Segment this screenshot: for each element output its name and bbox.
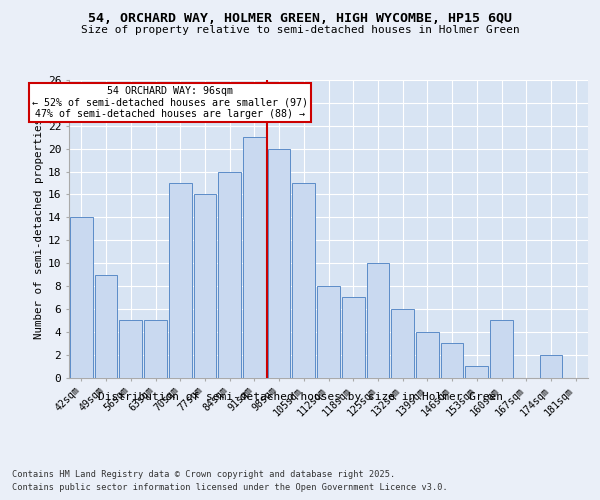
- Bar: [539, 354, 562, 378]
- Bar: [119, 320, 142, 378]
- Bar: [416, 332, 439, 378]
- Bar: [169, 183, 191, 378]
- Bar: [342, 298, 365, 378]
- Bar: [367, 263, 389, 378]
- Text: 54, ORCHARD WAY, HOLMER GREEN, HIGH WYCOMBE, HP15 6QU: 54, ORCHARD WAY, HOLMER GREEN, HIGH WYCO…: [88, 12, 512, 26]
- Bar: [466, 366, 488, 378]
- Text: Contains public sector information licensed under the Open Government Licence v3: Contains public sector information licen…: [12, 482, 448, 492]
- Bar: [317, 286, 340, 378]
- Bar: [268, 148, 290, 378]
- Bar: [490, 320, 513, 378]
- Bar: [441, 343, 463, 378]
- Bar: [243, 137, 266, 378]
- Text: Size of property relative to semi-detached houses in Holmer Green: Size of property relative to semi-detach…: [80, 25, 520, 35]
- Text: Contains HM Land Registry data © Crown copyright and database right 2025.: Contains HM Land Registry data © Crown c…: [12, 470, 395, 479]
- Bar: [218, 172, 241, 378]
- Text: 54 ORCHARD WAY: 96sqm
← 52% of semi-detached houses are smaller (97)
47% of semi: 54 ORCHARD WAY: 96sqm ← 52% of semi-deta…: [32, 86, 308, 119]
- Bar: [194, 194, 216, 378]
- Text: Distribution of semi-detached houses by size in Holmer Green: Distribution of semi-detached houses by …: [97, 392, 503, 402]
- Bar: [144, 320, 167, 378]
- Bar: [292, 183, 315, 378]
- Bar: [70, 218, 93, 378]
- Y-axis label: Number of semi-detached properties: Number of semi-detached properties: [34, 118, 44, 339]
- Bar: [391, 309, 414, 378]
- Bar: [95, 274, 118, 378]
